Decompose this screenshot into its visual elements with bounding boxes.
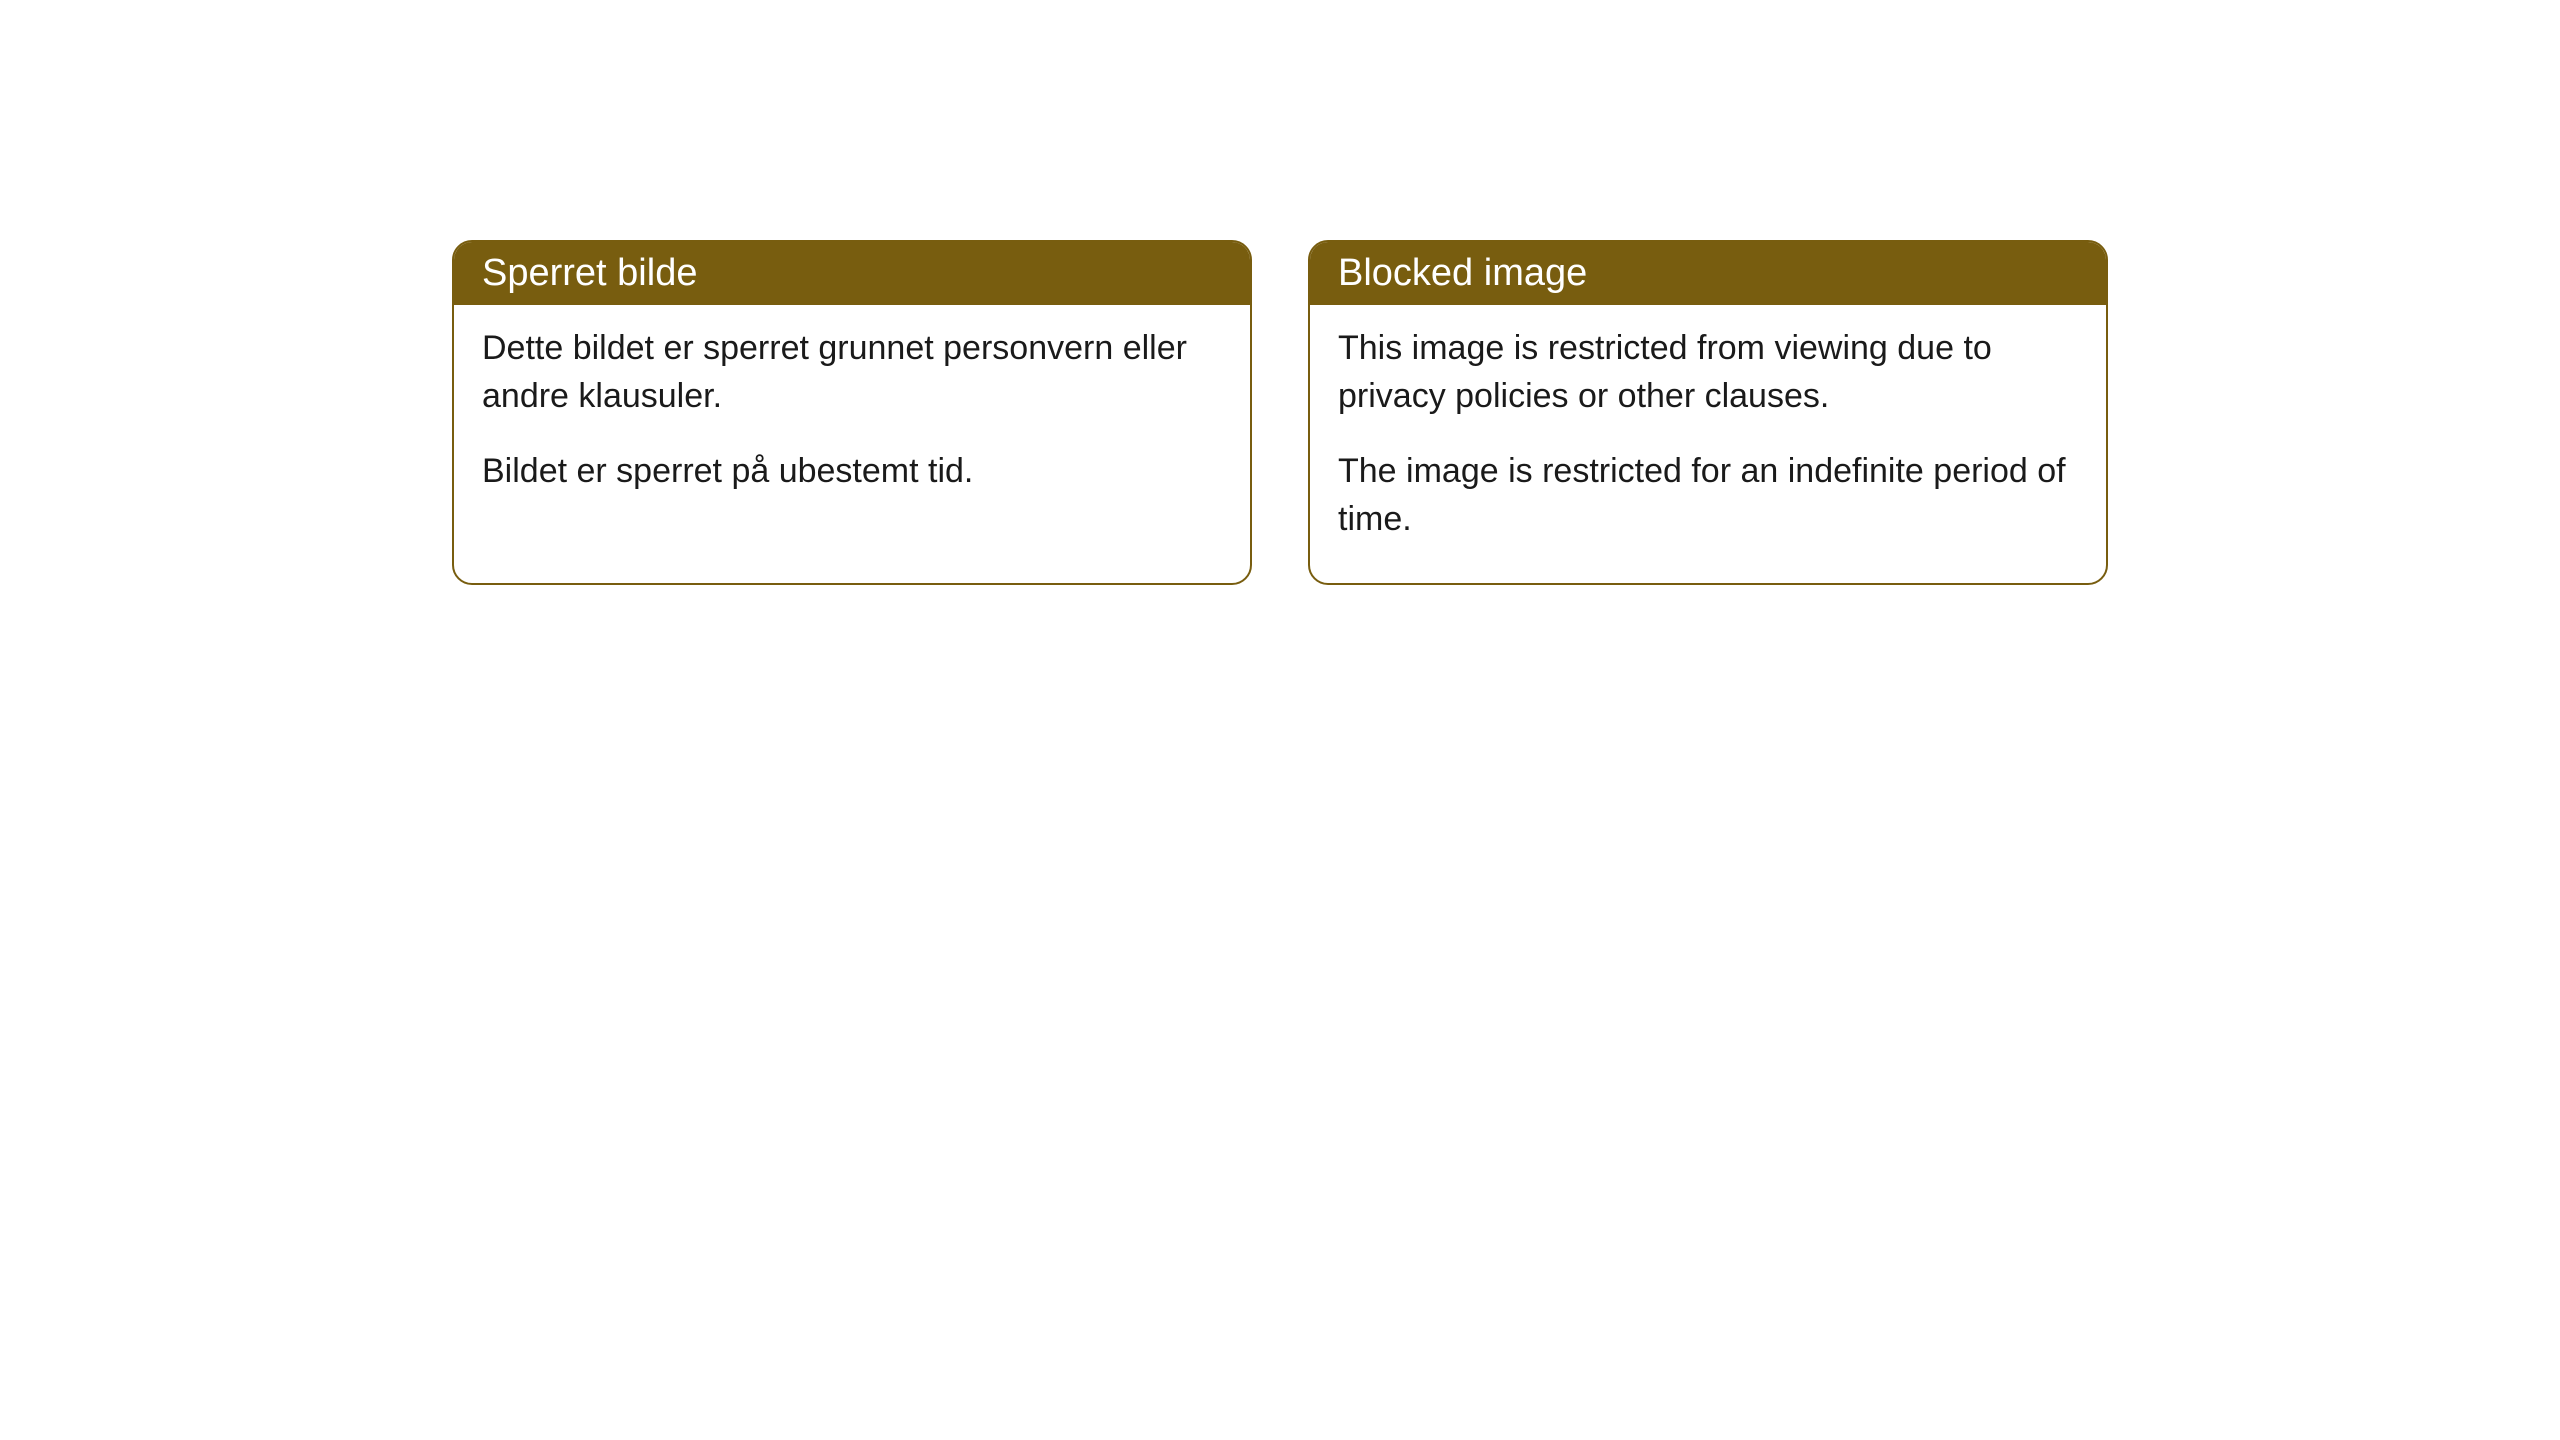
notice-card-norwegian: Sperret bilde Dette bildet er sperret gr…	[452, 240, 1252, 585]
notice-cards-container: Sperret bilde Dette bildet er sperret gr…	[0, 240, 2560, 585]
card-header-norwegian: Sperret bilde	[454, 242, 1250, 305]
card-title: Sperret bilde	[482, 252, 697, 294]
card-paragraph: Dette bildet er sperret grunnet personve…	[482, 325, 1222, 420]
card-paragraph: This image is restricted from viewing du…	[1338, 325, 2078, 420]
card-paragraph: The image is restricted for an indefinit…	[1338, 448, 2078, 543]
card-title: Blocked image	[1338, 252, 1587, 294]
card-paragraph: Bildet er sperret på ubestemt tid.	[482, 448, 1222, 496]
card-body-english: This image is restricted from viewing du…	[1310, 305, 2106, 583]
notice-card-english: Blocked image This image is restricted f…	[1308, 240, 2108, 585]
card-body-norwegian: Dette bildet er sperret grunnet personve…	[454, 305, 1250, 536]
card-header-english: Blocked image	[1310, 242, 2106, 305]
